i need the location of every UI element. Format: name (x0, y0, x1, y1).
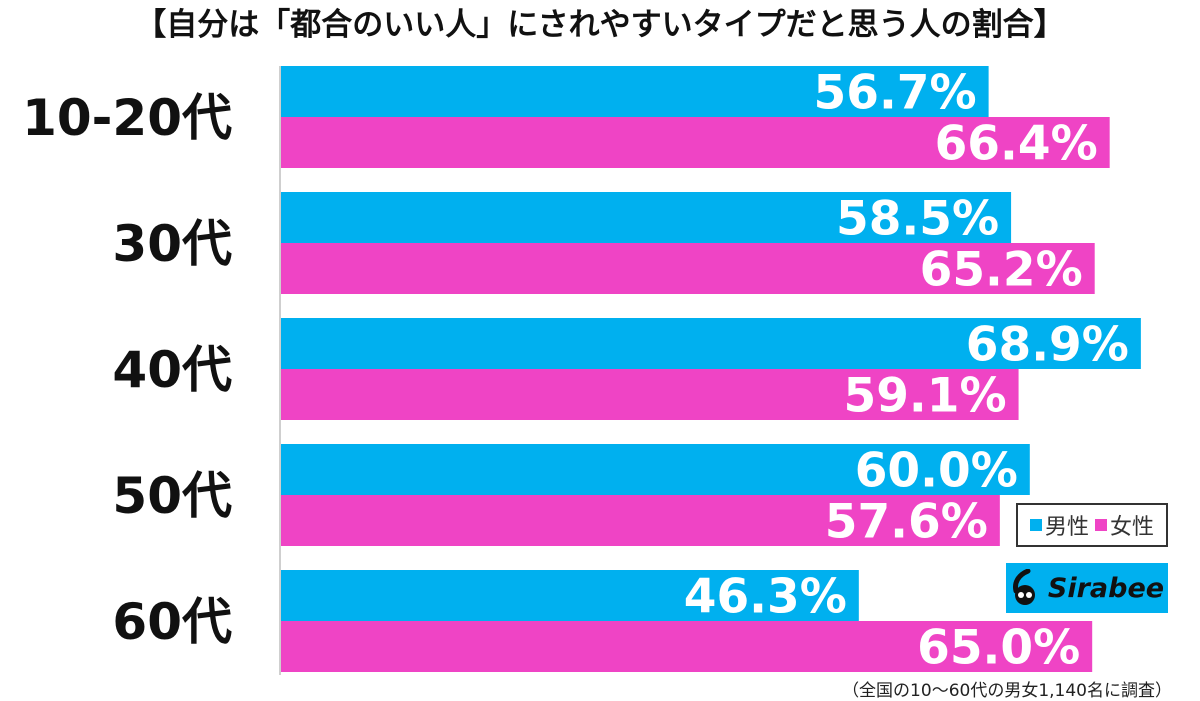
bar-female (281, 117, 1110, 168)
data-label-female: 57.6% (825, 495, 988, 550)
bar-male (281, 318, 1141, 369)
survey-note: （全国の10〜60代の男女1,140名に調査） (842, 681, 1172, 701)
data-label-female: 59.1% (844, 369, 1007, 424)
data-label-male: 46.3% (684, 570, 847, 625)
legend-label-female: 女性 (1110, 515, 1155, 540)
data-label-male: 58.5% (836, 192, 999, 247)
data-label-male: 60.0% (855, 444, 1018, 499)
bar-male (281, 192, 1012, 243)
data-label-female: 65.0% (917, 621, 1080, 676)
sirabee-mark-icon (1012, 569, 1035, 605)
bar-female (281, 621, 1093, 672)
bar-male (281, 66, 989, 117)
chart-title: 【自分は「都合のいい人」にされやすいタイプだと思う人の割合】 (135, 7, 1065, 43)
bar-female (281, 369, 1019, 420)
legend: 男性 女性 (1016, 503, 1168, 547)
bar-female (281, 243, 1095, 294)
category-label: 10-20代 (22, 89, 232, 147)
legend-swatch-female (1095, 519, 1107, 531)
bar-female (281, 495, 1000, 546)
bar-male (281, 444, 1030, 495)
bar-male (281, 570, 859, 621)
category-label: 30代 (112, 215, 232, 273)
logo-text: Sirabee (1047, 572, 1165, 604)
category-label: 50代 (112, 467, 232, 525)
legend-label-male: 男性 (1044, 515, 1089, 540)
legend-item-male: 男性 (1029, 509, 1089, 541)
data-label-male: 68.9% (966, 318, 1129, 373)
data-label-male: 56.7% (814, 66, 977, 121)
sirabee-logo: Sirabee (1006, 563, 1168, 613)
data-label-female: 65.2% (920, 243, 1083, 298)
category-label: 60代 (112, 593, 232, 651)
legend-item-female: 女性 (1095, 509, 1154, 541)
legend-swatch-male (1029, 519, 1042, 531)
category-label: 40代 (112, 341, 232, 399)
data-label-female: 66.4% (935, 117, 1098, 172)
